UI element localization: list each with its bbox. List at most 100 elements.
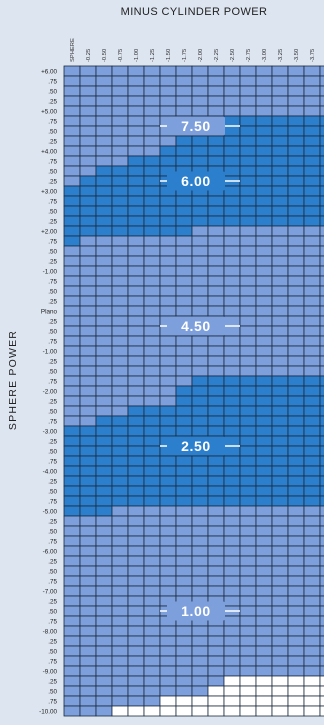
heatmap-cell bbox=[288, 366, 304, 376]
column-label: -0.25 bbox=[86, 49, 92, 62]
heatmap-cell bbox=[288, 526, 304, 536]
heatmap-cell bbox=[160, 506, 176, 516]
heatmap-cell bbox=[320, 216, 324, 226]
heatmap-cell bbox=[128, 566, 144, 576]
heatmap-cell bbox=[224, 396, 240, 406]
heatmap-cell bbox=[320, 696, 324, 706]
heatmap-cell bbox=[256, 496, 272, 506]
row-label: .25 bbox=[48, 519, 57, 526]
heatmap-cell bbox=[288, 616, 304, 626]
heatmap-cell bbox=[144, 106, 160, 116]
heatmap-cell bbox=[128, 496, 144, 506]
row-label: .50 bbox=[48, 409, 57, 416]
heatmap-cell bbox=[80, 406, 96, 416]
heatmap-cell bbox=[96, 466, 112, 476]
heatmap-cell bbox=[80, 356, 96, 366]
heatmap-cell bbox=[96, 136, 112, 146]
heatmap-cell bbox=[176, 626, 192, 636]
heatmap-cell bbox=[144, 536, 160, 546]
heatmap-cell bbox=[256, 536, 272, 546]
heatmap-cell bbox=[224, 136, 240, 146]
heatmap-cell bbox=[144, 216, 160, 226]
heatmap-cell bbox=[320, 496, 324, 506]
heatmap-cell bbox=[192, 66, 208, 76]
heatmap-cell bbox=[272, 166, 288, 176]
heatmap-cell bbox=[96, 616, 112, 626]
row-label: .50 bbox=[48, 369, 57, 376]
row-label: .50 bbox=[48, 89, 57, 96]
heatmap-cell bbox=[128, 276, 144, 286]
heatmap-cell bbox=[256, 526, 272, 536]
heatmap-cell bbox=[160, 286, 176, 296]
heatmap-cell bbox=[288, 436, 304, 446]
heatmap-cell bbox=[96, 486, 112, 496]
heatmap-cell bbox=[240, 406, 256, 416]
heatmap-cell bbox=[256, 336, 272, 346]
heatmap-cell bbox=[128, 296, 144, 306]
heatmap-cell bbox=[80, 376, 96, 386]
heatmap-cell bbox=[208, 666, 224, 676]
heatmap-cell bbox=[128, 326, 144, 336]
heatmap-cell bbox=[64, 96, 80, 106]
heatmap-cell bbox=[240, 116, 256, 126]
heatmap-cell bbox=[80, 506, 96, 516]
heatmap-cell bbox=[208, 216, 224, 226]
heatmap-cell bbox=[80, 216, 96, 226]
heatmap-cell bbox=[272, 416, 288, 426]
row-label: -8.00 bbox=[43, 629, 58, 636]
column-label: -1.25 bbox=[150, 49, 156, 62]
heatmap-cell bbox=[304, 326, 320, 336]
column-label: SPHERE bbox=[70, 38, 76, 62]
heatmap-cell bbox=[240, 586, 256, 596]
heatmap-cell bbox=[320, 276, 324, 286]
heatmap-cell bbox=[256, 306, 272, 316]
heatmap-cell bbox=[224, 276, 240, 286]
heatmap-cell bbox=[128, 336, 144, 346]
row-label: -2.00 bbox=[43, 389, 58, 396]
heatmap-cell bbox=[256, 596, 272, 606]
heatmap-cell bbox=[160, 146, 176, 156]
heatmap-cell bbox=[224, 546, 240, 556]
heatmap-cell bbox=[112, 376, 128, 386]
heatmap-cell bbox=[288, 556, 304, 566]
heatmap-cell bbox=[160, 556, 176, 566]
heatmap-cell bbox=[224, 466, 240, 476]
heatmap-cell bbox=[224, 646, 240, 656]
heatmap-cell bbox=[320, 136, 324, 146]
heatmap-cell bbox=[176, 506, 192, 516]
heatmap-cell bbox=[256, 156, 272, 166]
heatmap-cell bbox=[112, 366, 128, 376]
heatmap-cell bbox=[272, 556, 288, 566]
heatmap-cell bbox=[176, 136, 192, 146]
heatmap-cell bbox=[144, 556, 160, 566]
heatmap-cell bbox=[80, 466, 96, 476]
heatmap-cell bbox=[160, 546, 176, 556]
heatmap-cell bbox=[256, 236, 272, 246]
heatmap-cell bbox=[304, 226, 320, 236]
heatmap-cell bbox=[144, 256, 160, 266]
heatmap-cell bbox=[112, 96, 128, 106]
row-label: .75 bbox=[48, 339, 57, 346]
heatmap-cell bbox=[320, 166, 324, 176]
heatmap-cell bbox=[288, 566, 304, 576]
heatmap-cell bbox=[256, 706, 272, 716]
heatmap-cell bbox=[144, 546, 160, 556]
heatmap-cell bbox=[256, 626, 272, 636]
heatmap-cell bbox=[96, 146, 112, 156]
heatmap-cell bbox=[304, 486, 320, 496]
heatmap-cell bbox=[128, 506, 144, 516]
heatmap-cell bbox=[320, 616, 324, 626]
heatmap-cell bbox=[64, 296, 80, 306]
heatmap-cell bbox=[240, 296, 256, 306]
heatmap-cell bbox=[288, 486, 304, 496]
heatmap-cell bbox=[272, 66, 288, 76]
heatmap-cell bbox=[192, 416, 208, 426]
heatmap-cell bbox=[240, 436, 256, 446]
heatmap-cell bbox=[256, 466, 272, 476]
heatmap-cell bbox=[160, 76, 176, 86]
heatmap-cell bbox=[64, 66, 80, 76]
heatmap-cell bbox=[256, 516, 272, 526]
heatmap-cell bbox=[96, 626, 112, 636]
heatmap-cell bbox=[128, 126, 144, 136]
heatmap-cell bbox=[320, 686, 324, 696]
